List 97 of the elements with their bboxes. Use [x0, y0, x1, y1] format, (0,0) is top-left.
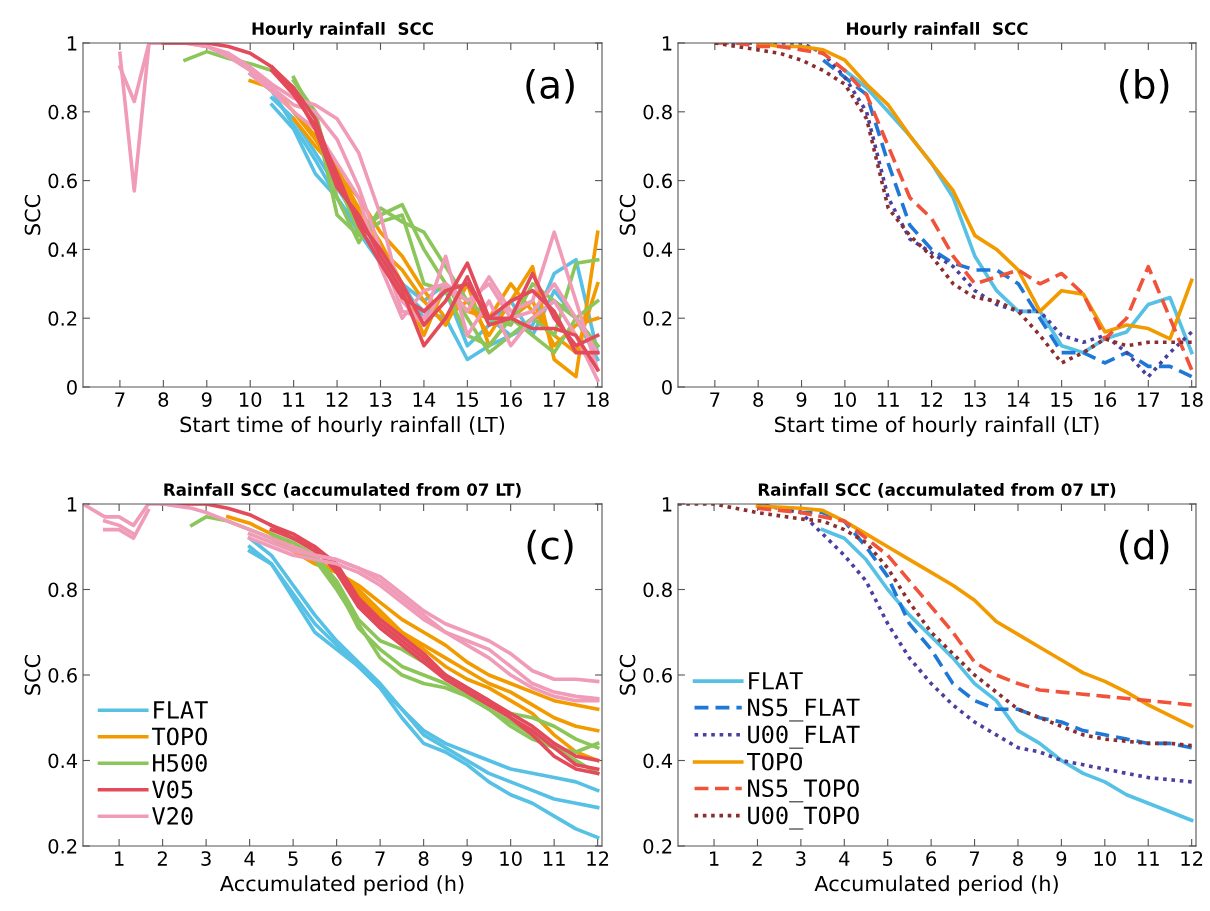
x-tick-label: 10 — [834, 392, 856, 407]
x-axis-title: Accumulated period (h) — [220, 875, 464, 896]
legend-label: NS5_TOPO — [748, 779, 859, 803]
x-tick-label: 8 — [418, 851, 429, 866]
annotation: (c) — [527, 529, 573, 565]
chart-title: Rainfall SCC (accumulated from 07 LT) — [758, 483, 1116, 498]
x-tick-label: 13 — [370, 392, 392, 407]
x-tick-label: 2 — [157, 851, 167, 866]
x-tick-label: 13 — [964, 392, 986, 407]
x-tick-label: 12 — [326, 392, 348, 407]
x-tick-label: 10 — [500, 851, 522, 866]
y-tick-label: 0 — [67, 379, 77, 395]
y-axis-title: SCC — [619, 194, 636, 235]
x-tick-label: 11 — [543, 851, 565, 866]
x-tick-label: 1 — [709, 851, 719, 866]
x-tick-label: 3 — [201, 851, 211, 866]
x-tick-label: 7 — [375, 851, 385, 866]
annotation: (a) — [526, 68, 574, 104]
x-tick-label: 17 — [1138, 392, 1160, 407]
x-axis-title: Accumulated period (h) — [814, 875, 1058, 896]
y-tick-label: 0.6 — [643, 667, 672, 683]
y-tick-label: 0.8 — [643, 582, 672, 598]
annotation: (d) — [1120, 529, 1169, 565]
x-tick-label: 10 — [1094, 851, 1116, 866]
x-axis-title: Start time of hourly rainfall (LT) — [180, 416, 505, 437]
x-tick-label: 8 — [753, 392, 764, 407]
legend-label: U00_FLAT — [748, 725, 860, 749]
y-tick-label: 0.8 — [48, 104, 77, 120]
y-tick-label: 0.8 — [48, 582, 77, 598]
chart-title: Hourly rainfall SCC — [847, 22, 1028, 39]
legend-label: H500 — [153, 754, 207, 772]
x-axis-title: Start time of hourly rainfall (LT) — [775, 416, 1099, 437]
x-tick-label: 14 — [1008, 392, 1030, 407]
x-tick-label: 15 — [457, 392, 479, 407]
y-tick-label: 0.2 — [643, 311, 672, 326]
x-tick-label: 6 — [926, 851, 937, 866]
legend-label: U00_TOPO — [748, 806, 859, 830]
chart-title: Hourly rainfall SCC — [252, 22, 433, 39]
x-tick-label: 5 — [883, 851, 893, 866]
y-tick-label: 0 — [662, 379, 672, 395]
legend-label: V05 — [152, 780, 193, 799]
annotation: (b) — [1120, 68, 1169, 104]
x-tick-label: 9 — [1056, 851, 1067, 866]
y-tick-label: 1 — [67, 36, 77, 51]
chart-title: Rainfall SCC (accumulated from 07 LT) — [164, 483, 521, 498]
y-tick-label: 0.2 — [48, 311, 77, 326]
x-tick-label: 2 — [752, 851, 762, 866]
y-tick-label: 0.6 — [643, 173, 672, 189]
x-tick-label: 8 — [1013, 851, 1023, 866]
x-tick-label: 10 — [239, 392, 262, 407]
x-tick-label: 14 — [413, 392, 436, 407]
legend-label: TOPO — [747, 752, 802, 771]
legend-label: NS5_FLAT — [748, 698, 860, 722]
x-tick-label: 12 — [587, 851, 609, 866]
legend-label: FLAT — [749, 672, 803, 690]
y-axis-title: SCC — [24, 194, 41, 235]
y-tick-label: 1 — [662, 36, 672, 51]
y-tick-label: 0.2 — [643, 838, 672, 854]
x-tick-label: 16 — [500, 392, 522, 407]
x-tick-label: 5 — [288, 851, 298, 866]
x-tick-label: 3 — [796, 851, 806, 866]
y-tick-label: 0.4 — [48, 242, 78, 258]
x-tick-label: 11 — [283, 392, 305, 407]
x-tick-label: 9 — [201, 392, 212, 407]
y-tick-label: 0.2 — [48, 838, 77, 854]
x-tick-label: 16 — [1094, 392, 1117, 407]
y-tick-label: 0.4 — [643, 753, 673, 769]
legend-label: TOPO — [152, 727, 207, 746]
x-tick-label: 18 — [587, 392, 609, 407]
x-tick-label: 4 — [839, 851, 850, 866]
y-tick-label: 0.6 — [48, 667, 77, 683]
x-tick-label: 9 — [796, 392, 807, 407]
legend-label: FLAT — [154, 701, 208, 719]
y-tick-label: 1 — [662, 497, 672, 512]
y-tick-label: 1 — [67, 497, 77, 512]
x-tick-label: 7 — [115, 392, 125, 407]
legend-label: V20 — [152, 807, 193, 825]
y-tick-label: 0.4 — [643, 242, 673, 258]
y-axis-title: SCC — [24, 654, 41, 695]
x-tick-label: 12 — [921, 392, 943, 407]
y-tick-label: 0.4 — [48, 753, 78, 769]
x-tick-label: 9 — [462, 851, 472, 866]
y-tick-label: 0.8 — [643, 104, 672, 120]
x-tick-label: 11 — [878, 392, 899, 407]
x-tick-label: 7 — [969, 851, 980, 866]
x-tick-label: 15 — [1051, 392, 1073, 407]
x-tick-label: 4 — [244, 851, 255, 866]
x-tick-label: 11 — [1138, 851, 1159, 866]
x-tick-label: 7 — [710, 392, 720, 407]
x-tick-label: 6 — [331, 851, 342, 866]
x-tick-label: 18 — [1181, 392, 1203, 407]
x-tick-label: 8 — [158, 392, 169, 407]
x-tick-label: 12 — [1181, 851, 1203, 866]
x-tick-label: 1 — [115, 851, 124, 866]
y-axis-title: SCC — [619, 654, 636, 695]
y-tick-label: 0.6 — [48, 173, 77, 189]
x-tick-label: 17 — [543, 392, 565, 407]
